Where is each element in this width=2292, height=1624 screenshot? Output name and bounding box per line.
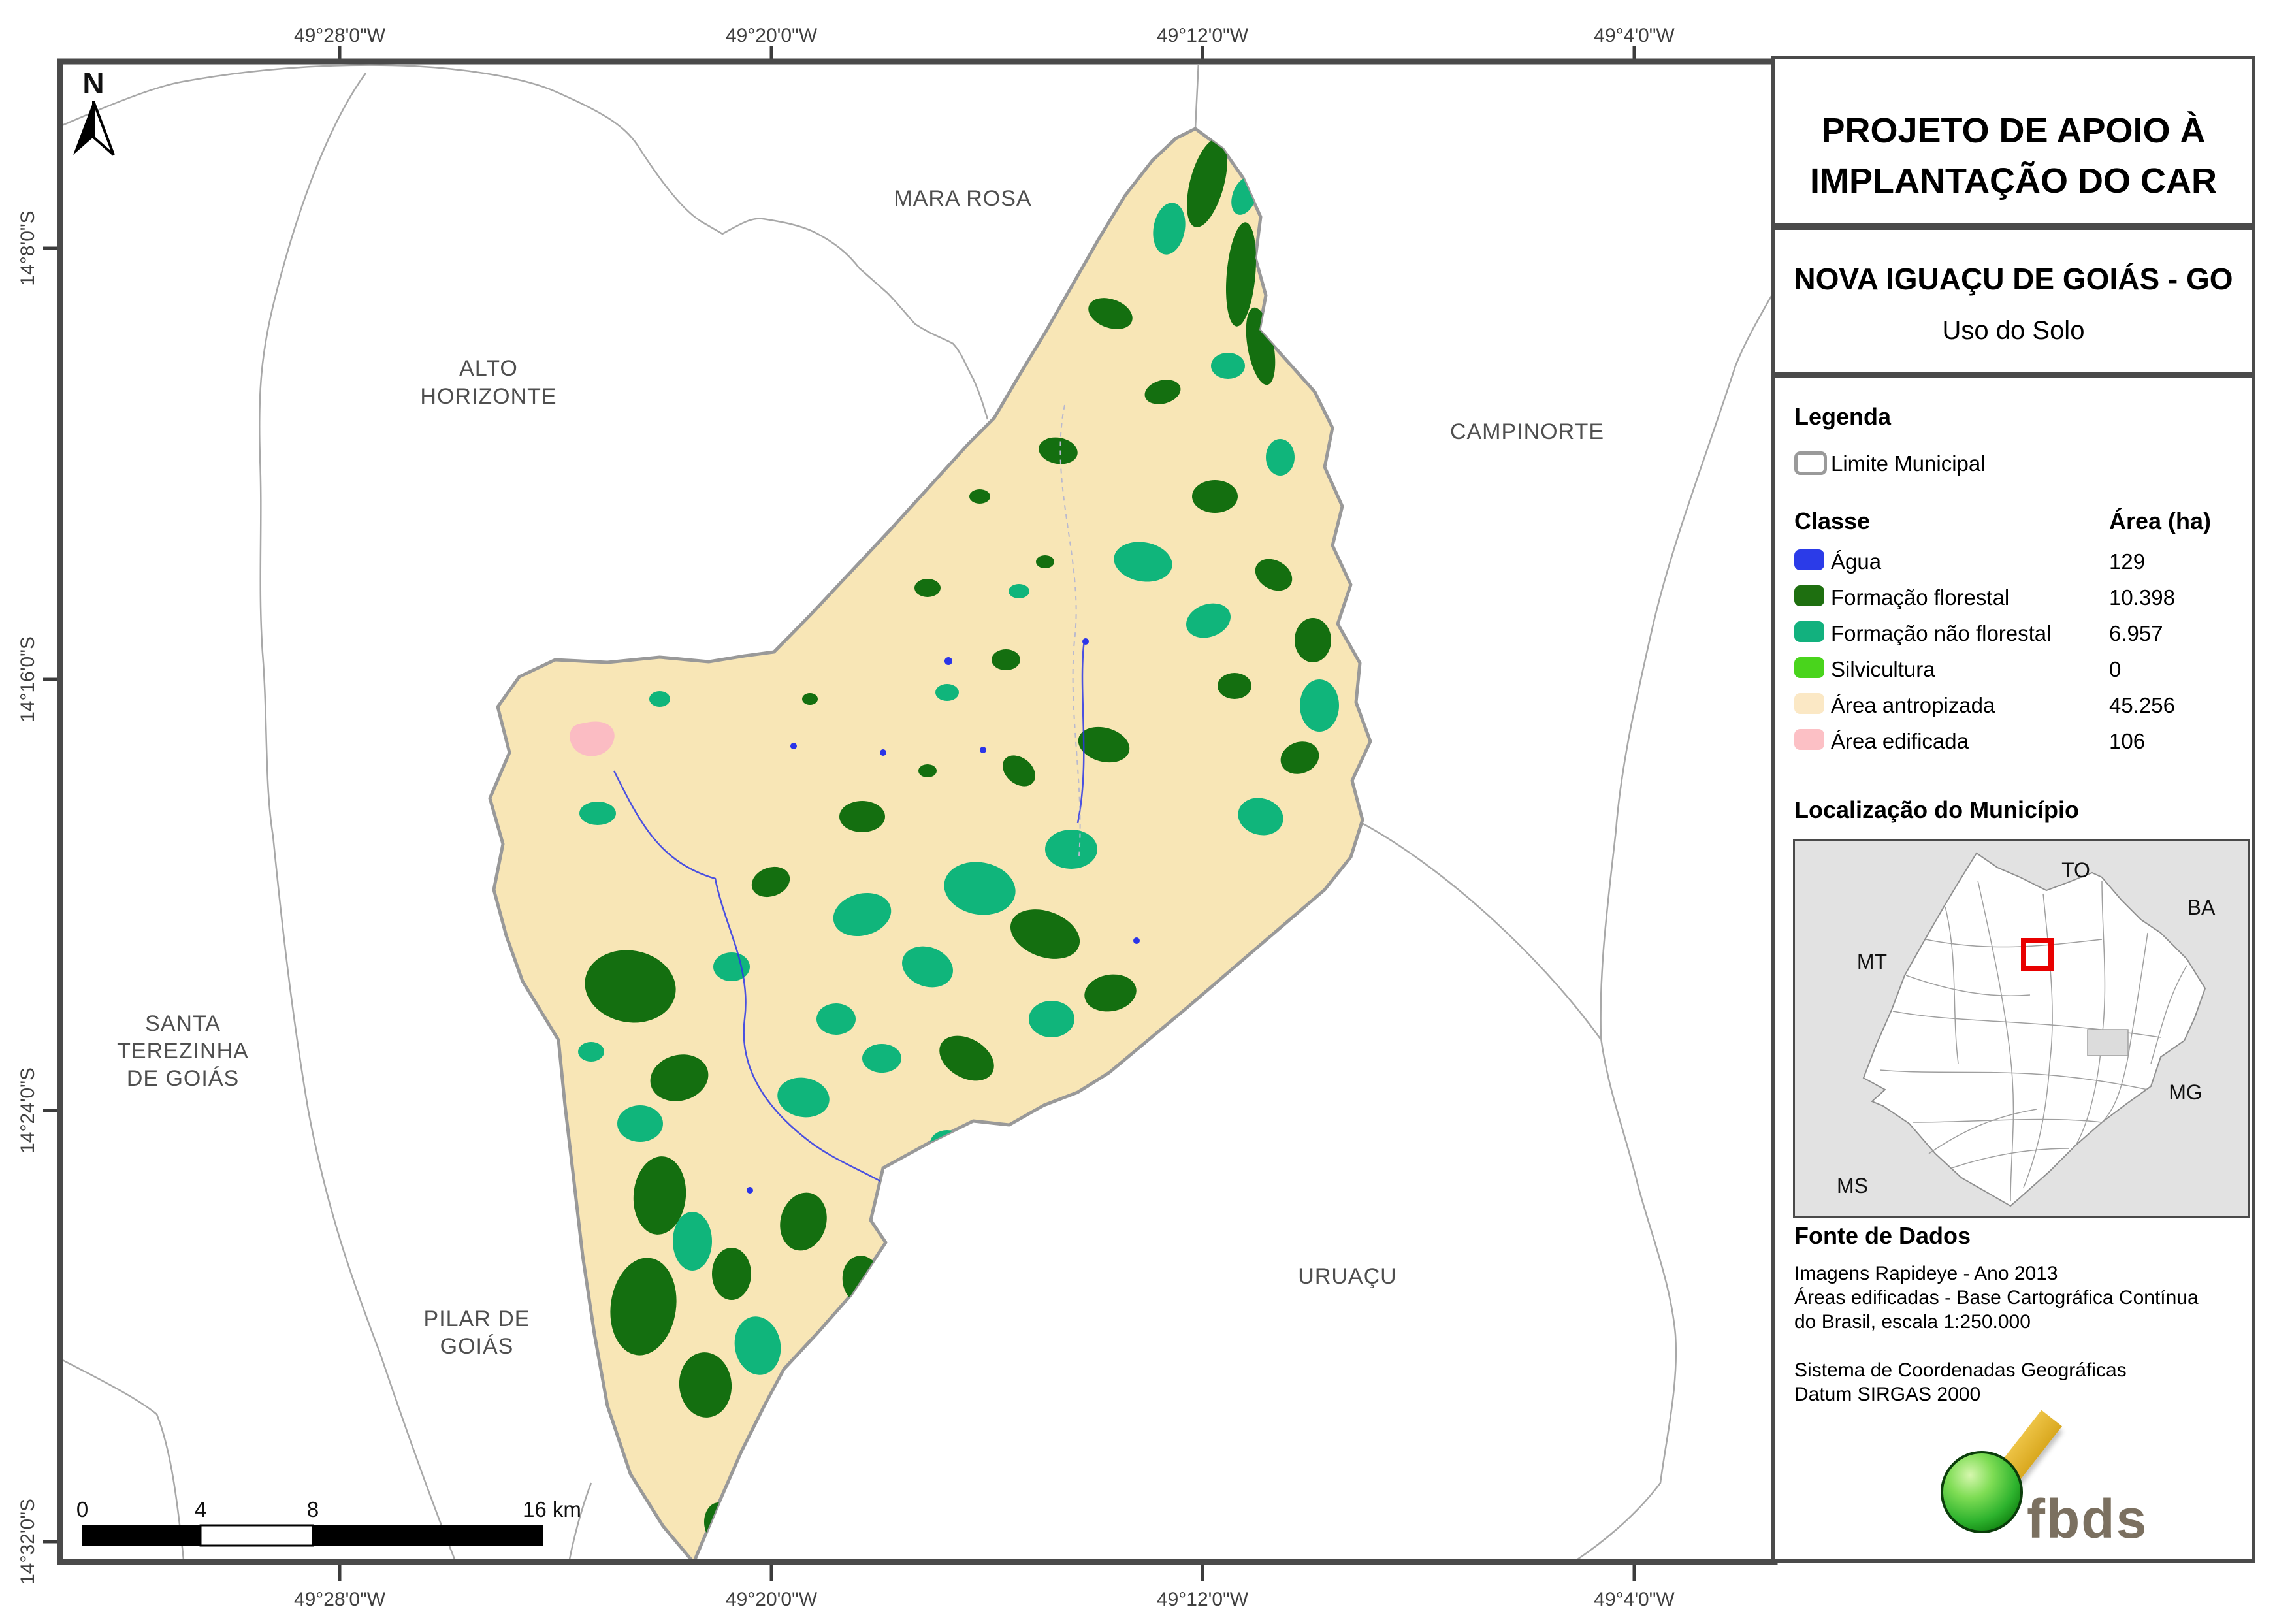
- class-swatch-silvicultura: [1794, 657, 1824, 678]
- place-label: PILAR DE: [424, 1307, 530, 1331]
- municipality-title: NOVA IGUAÇU DE GOIÁS - GO: [1794, 262, 2233, 296]
- source-line: Datum SIRGAS 2000: [1794, 1384, 1981, 1405]
- legend-col-area: Área (ha): [2109, 508, 2212, 534]
- class-swatch-formacao-nao-florestal: [1794, 621, 1824, 642]
- municipality-shape: [488, 127, 1372, 1559]
- north-label: N: [82, 66, 104, 100]
- page-title: PROJETO DE APOIO À IMPLANTAÇÃO DO CAR: [1775, 106, 2252, 206]
- source-line: do Brasil, escala 1:250.000: [1794, 1311, 2031, 1333]
- class-label: Área edificada: [1831, 729, 1969, 753]
- info-panel: PROJETO DE APOIO À IMPLANTAÇÃO DO CAR NO…: [1771, 56, 2262, 1563]
- scale-label: 4: [195, 1497, 206, 1521]
- scale-label: 8: [307, 1497, 319, 1521]
- source-heading: Fonte de Dados: [1794, 1222, 1971, 1249]
- coord-label: 14°16'0"S: [17, 636, 39, 723]
- source-line: Áreas edificadas - Base Cartográfica Con…: [1794, 1287, 2199, 1308]
- location-inset-map: TO BA MT MG MS: [1793, 839, 2250, 1218]
- place-label: MARA ROSA: [894, 186, 1031, 211]
- place-label: SANTA: [145, 1011, 221, 1036]
- class-area-value: 106: [2109, 729, 2146, 753]
- coord-label: 49°4'0"W: [1594, 1589, 1675, 1610]
- fbds-logo: fbds: [1931, 1404, 2206, 1554]
- coord-label: 49°28'0"W: [294, 25, 386, 46]
- logo-sphere-icon: [1941, 1451, 2023, 1533]
- legend-heading: Legenda: [1794, 403, 1892, 430]
- class-area-value: 10.398: [2109, 585, 2175, 609]
- coord-label: 49°12'0"W: [1157, 1589, 1249, 1610]
- water-features: [613, 404, 1248, 1425]
- coord-label: 14°32'0"S: [17, 1499, 39, 1585]
- north-arrow-icon: N: [73, 66, 115, 156]
- class-swatch-agua: [1794, 549, 1824, 570]
- class-area-value: 45.256: [2109, 693, 2175, 717]
- class-label: Área antropizada: [1831, 693, 1995, 717]
- class-label: Formação florestal: [1831, 585, 2010, 609]
- built-area-patch: [570, 721, 615, 756]
- coord-label: 49°4'0"W: [1594, 25, 1675, 46]
- place-label: HORIZONTE: [420, 384, 557, 409]
- state-shape-goias: [1862, 852, 2206, 1207]
- state-label: BA: [2187, 896, 2216, 919]
- place-label: TEREZINHA: [117, 1039, 249, 1064]
- scale-label: 0: [76, 1497, 88, 1521]
- left-coordinate-labels: 14°8'0"S 14°16'0"S 14°24'0"S 14°32'0"S: [17, 210, 60, 1585]
- place-label: CAMPINORTE: [1450, 419, 1604, 444]
- limite-municipal-label: Limite Municipal: [1831, 451, 1986, 476]
- title-box: PROJETO DE APOIO À IMPLANTAÇÃO DO CAR: [1771, 56, 2255, 227]
- scale-label: 16 km: [523, 1497, 581, 1521]
- coord-label: 14°24'0"S: [17, 1067, 39, 1154]
- logo-text: fbds: [2027, 1488, 2148, 1550]
- forest-patches: [585, 138, 1331, 1542]
- place-label: ALTO: [459, 356, 518, 381]
- source-line: Imagens Rapideye - Ano 2013: [1794, 1263, 2058, 1284]
- municipality-highlight-rect: [2021, 938, 2054, 971]
- class-area-value: 0: [2109, 657, 2122, 681]
- class-swatch-area-edificada: [1794, 729, 1824, 750]
- place-label: GOIÁS: [440, 1334, 514, 1359]
- subtitle-box: NOVA IGUAÇU DE GOIÁS - GO Uso do Solo: [1771, 227, 2255, 375]
- class-swatch-area-antropizada: [1794, 693, 1824, 714]
- class-area-value: 129: [2109, 549, 2146, 574]
- top-coordinate-labels: 49°28'0"W 49°20'0"W 49°12'0"W 49°4'0"W: [294, 25, 1675, 61]
- source-line: Sistema de Coordenadas Geográficas: [1794, 1359, 2127, 1381]
- coord-label: 49°20'0"W: [726, 1589, 818, 1610]
- class-label: Silvicultura: [1831, 657, 1935, 681]
- state-label: MG: [2169, 1080, 2203, 1104]
- class-swatch-formacao-florestal: [1794, 585, 1824, 606]
- class-label: Formação não florestal: [1831, 621, 2052, 645]
- page-title-line1: PROJETO DE APOIO À: [1821, 111, 2206, 150]
- scale-bar: 0 4 8 16 km: [76, 1497, 581, 1547]
- map-theme-subtitle: Uso do Solo: [1942, 316, 2085, 345]
- neighbor-boundaries: [63, 64, 1772, 1559]
- state-label: MS: [1837, 1174, 1868, 1197]
- coord-label: 49°12'0"W: [1157, 25, 1249, 46]
- class-label: Água: [1831, 549, 1882, 574]
- legend-box: Legenda Limite Municipal Classe Área (ha…: [1771, 375, 2255, 1563]
- limite-municipal-swatch: [1794, 451, 1827, 475]
- page-title-line2: IMPLANTAÇÃO DO CAR: [1810, 161, 2217, 201]
- df-gray-area: [2087, 1029, 2129, 1056]
- location-heading: Localização do Município: [1794, 796, 2080, 823]
- state-label: MT: [1857, 950, 1887, 973]
- coord-label: 14°8'0"S: [17, 210, 39, 285]
- place-label: URUAÇU: [1298, 1264, 1396, 1289]
- coord-label: 49°28'0"W: [294, 1589, 386, 1610]
- legend-col-class: Classe: [1794, 508, 1871, 534]
- class-area-value: 6.957: [2109, 621, 2163, 645]
- state-label: TO: [2061, 858, 2090, 882]
- place-label: DE GOIÁS: [127, 1066, 239, 1091]
- coord-label: 49°20'0"W: [726, 25, 818, 46]
- bottom-coordinate-labels: 49°28'0"W 49°20'0"W 49°12'0"W 49°4'0"W: [294, 1564, 1675, 1610]
- place-labels: MARA ROSA ALTO HORIZONTE CAMPINORTE SANT…: [117, 186, 1604, 1359]
